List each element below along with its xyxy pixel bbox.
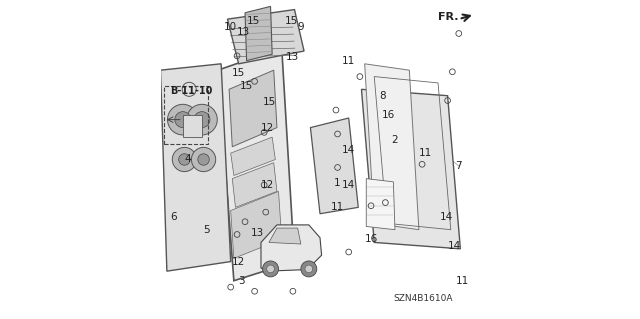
Text: 15: 15 <box>246 16 260 26</box>
Circle shape <box>187 104 218 135</box>
Text: 13: 13 <box>251 228 264 238</box>
Text: 15: 15 <box>285 16 298 26</box>
Polygon shape <box>218 48 294 281</box>
Text: 11: 11 <box>419 148 432 158</box>
Text: 12: 12 <box>260 122 274 133</box>
Text: 1: 1 <box>334 178 341 189</box>
Circle shape <box>305 265 313 273</box>
Circle shape <box>262 261 278 277</box>
Polygon shape <box>230 137 275 175</box>
Circle shape <box>198 154 209 165</box>
Text: 14: 14 <box>440 212 452 222</box>
Text: 2: 2 <box>392 135 398 145</box>
Polygon shape <box>245 6 272 61</box>
Text: 13: 13 <box>237 27 250 37</box>
Polygon shape <box>230 191 282 258</box>
Circle shape <box>267 265 275 273</box>
Text: 15: 15 <box>262 97 276 107</box>
Circle shape <box>191 147 216 172</box>
Text: 8: 8 <box>379 91 385 101</box>
Text: 3: 3 <box>239 276 245 286</box>
Text: 14: 14 <box>447 241 461 251</box>
Polygon shape <box>161 64 230 271</box>
Polygon shape <box>269 228 301 244</box>
Polygon shape <box>229 70 277 147</box>
Text: 12: 12 <box>260 180 274 190</box>
Polygon shape <box>261 225 321 271</box>
Text: 11: 11 <box>455 276 468 286</box>
Circle shape <box>175 112 191 128</box>
Polygon shape <box>365 64 419 230</box>
Text: 15: 15 <box>232 68 245 78</box>
Circle shape <box>172 147 196 172</box>
Polygon shape <box>366 179 395 230</box>
Text: FR.: FR. <box>438 11 459 22</box>
Text: 4: 4 <box>184 154 191 165</box>
Text: B-11-10: B-11-10 <box>170 86 212 96</box>
Text: 6: 6 <box>170 212 177 222</box>
Polygon shape <box>362 89 460 249</box>
Text: 15: 15 <box>240 81 253 91</box>
Circle shape <box>301 261 317 277</box>
Text: 14: 14 <box>342 145 355 155</box>
Bar <box>183 115 202 137</box>
Text: 13: 13 <box>286 52 300 63</box>
Circle shape <box>179 154 190 165</box>
Polygon shape <box>310 118 358 214</box>
Text: 12: 12 <box>232 256 245 267</box>
Text: 16: 16 <box>364 234 378 244</box>
Text: SZN4B1610A: SZN4B1610A <box>394 294 453 303</box>
Polygon shape <box>227 10 304 64</box>
Text: 10: 10 <box>224 22 237 32</box>
Polygon shape <box>232 163 277 207</box>
Circle shape <box>194 112 210 128</box>
Text: 7: 7 <box>456 161 462 171</box>
Text: 11: 11 <box>342 56 355 66</box>
Circle shape <box>168 104 198 135</box>
Text: 11: 11 <box>331 202 344 212</box>
Text: 9: 9 <box>298 22 304 32</box>
Text: 5: 5 <box>204 225 210 235</box>
Text: 16: 16 <box>382 110 396 120</box>
Text: 14: 14 <box>342 180 355 190</box>
